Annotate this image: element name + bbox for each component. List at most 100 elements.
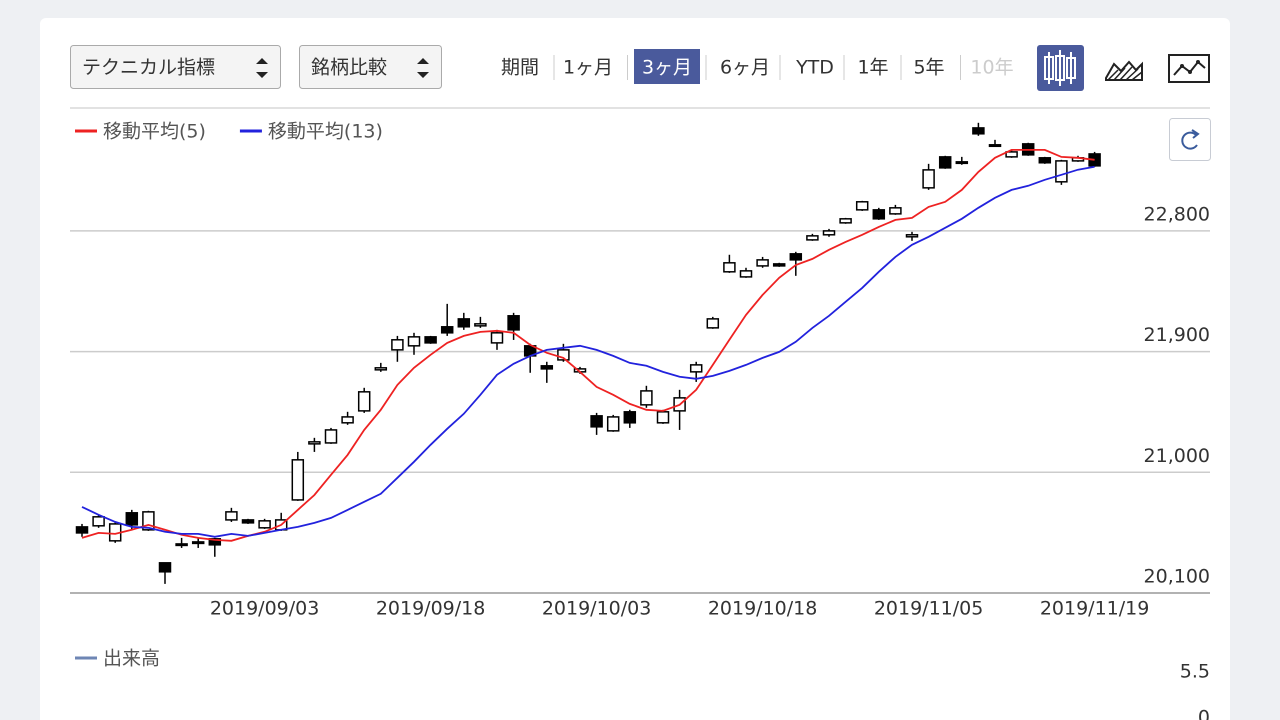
candle — [706, 316, 720, 329]
select-group: テクニカル指標 銘柄比較 — [70, 45, 442, 89]
candle — [208, 537, 222, 557]
candle — [938, 155, 952, 169]
candle-body — [490, 332, 504, 344]
candle-body — [640, 390, 653, 406]
line-icon-button[interactable] — [1168, 54, 1210, 83]
y-tick-label: 21,900 — [1144, 324, 1210, 346]
candle — [640, 385, 653, 408]
candle-body — [440, 326, 454, 334]
candle-body — [75, 526, 89, 534]
period-caption: 期間 — [501, 55, 555, 80]
period-label: 1ヶ月 — [563, 57, 613, 79]
period-button: 10年 — [970, 57, 1013, 79]
candle-body — [474, 323, 487, 327]
candle — [474, 316, 487, 328]
candle-body — [756, 259, 769, 267]
candle — [540, 361, 554, 383]
candle-body — [1005, 151, 1018, 158]
y-tick-label: 22,800 — [1144, 203, 1210, 225]
candle — [424, 335, 437, 344]
candle-body — [889, 207, 902, 215]
candle — [606, 414, 620, 432]
candle — [225, 507, 238, 522]
candle-body — [191, 541, 205, 545]
legend-label: 移動平均(5) — [103, 121, 206, 143]
candle — [839, 217, 852, 224]
x-tick-label: 2019/09/03 — [210, 598, 320, 620]
candle — [391, 335, 404, 362]
y-tick-label: 21,000 — [1144, 445, 1210, 467]
candle-body — [938, 156, 952, 169]
x-tick-label: 2019/11/05 — [874, 598, 984, 620]
candle-body — [723, 262, 736, 273]
select-arrows — [256, 58, 268, 78]
candle-body — [125, 512, 139, 526]
candle — [855, 200, 869, 211]
x-tick-label: 2019/10/03 — [542, 598, 652, 620]
candle — [191, 537, 205, 548]
candle-body — [324, 429, 338, 444]
candle-body — [822, 230, 836, 236]
select[interactable]: 銘柄比較 — [299, 45, 442, 89]
candle-body — [341, 416, 354, 424]
candle-body — [739, 270, 753, 278]
candlestick-icon-button[interactable] — [1037, 45, 1084, 91]
period-button[interactable]: 1年 — [857, 55, 902, 80]
x-tick-label: 2019/11/19 — [1040, 598, 1150, 620]
candle — [972, 122, 985, 136]
y-tick-label: 0 — [1198, 707, 1210, 720]
refresh-button[interactable] — [1169, 118, 1211, 161]
candle-body — [972, 127, 985, 135]
period-button[interactable]: 1ヶ月 — [563, 55, 628, 80]
period-label: YTD — [795, 57, 834, 79]
candle-body — [308, 441, 321, 445]
candle — [789, 251, 803, 276]
candle — [258, 518, 271, 529]
candle-body — [357, 391, 371, 412]
candle-body — [407, 336, 421, 347]
y-tick-label: 20,100 — [1144, 566, 1210, 588]
area-icon-button[interactable] — [1102, 45, 1146, 91]
candle-body — [806, 235, 819, 241]
candle-body — [1055, 160, 1068, 183]
candle-body — [1038, 157, 1052, 164]
period-button[interactable]: 3ヶ月 — [634, 49, 707, 84]
period-button[interactable]: 5年 — [913, 55, 961, 80]
candle-body — [175, 543, 188, 547]
period-label: 1年 — [857, 57, 888, 79]
select-label: テクニカル指標 — [82, 57, 215, 79]
moving-average-line — [81, 165, 1095, 538]
candle-body — [772, 263, 786, 267]
candle-body — [623, 411, 637, 424]
candle — [872, 207, 886, 220]
candle — [723, 254, 736, 273]
candle-body — [457, 318, 471, 328]
candle — [623, 409, 637, 428]
period-button[interactable]: YTD — [795, 55, 845, 80]
candle-body — [855, 201, 869, 211]
candle — [922, 163, 935, 190]
x-tick-label: 2019/09/18 — [376, 598, 486, 620]
y-tick-label: 5.5 — [1180, 661, 1210, 683]
candle-body — [291, 459, 305, 501]
candle — [308, 437, 321, 452]
candle-body — [606, 416, 620, 432]
select-box — [70, 45, 281, 89]
candle — [407, 332, 421, 355]
candle — [889, 204, 902, 215]
candle-body — [208, 538, 222, 546]
candle — [590, 412, 603, 435]
candle-body — [258, 520, 271, 529]
candle-body — [839, 218, 852, 224]
select[interactable]: テクニカル指標 — [70, 45, 281, 89]
candle — [241, 518, 255, 524]
candle — [92, 514, 105, 528]
candle — [1055, 159, 1068, 185]
candle — [988, 139, 1002, 148]
candle — [75, 523, 89, 537]
period-button[interactable]: 6ヶ月 — [720, 55, 781, 80]
candle — [772, 262, 786, 267]
candle-body — [905, 234, 919, 238]
select-box — [299, 45, 442, 89]
